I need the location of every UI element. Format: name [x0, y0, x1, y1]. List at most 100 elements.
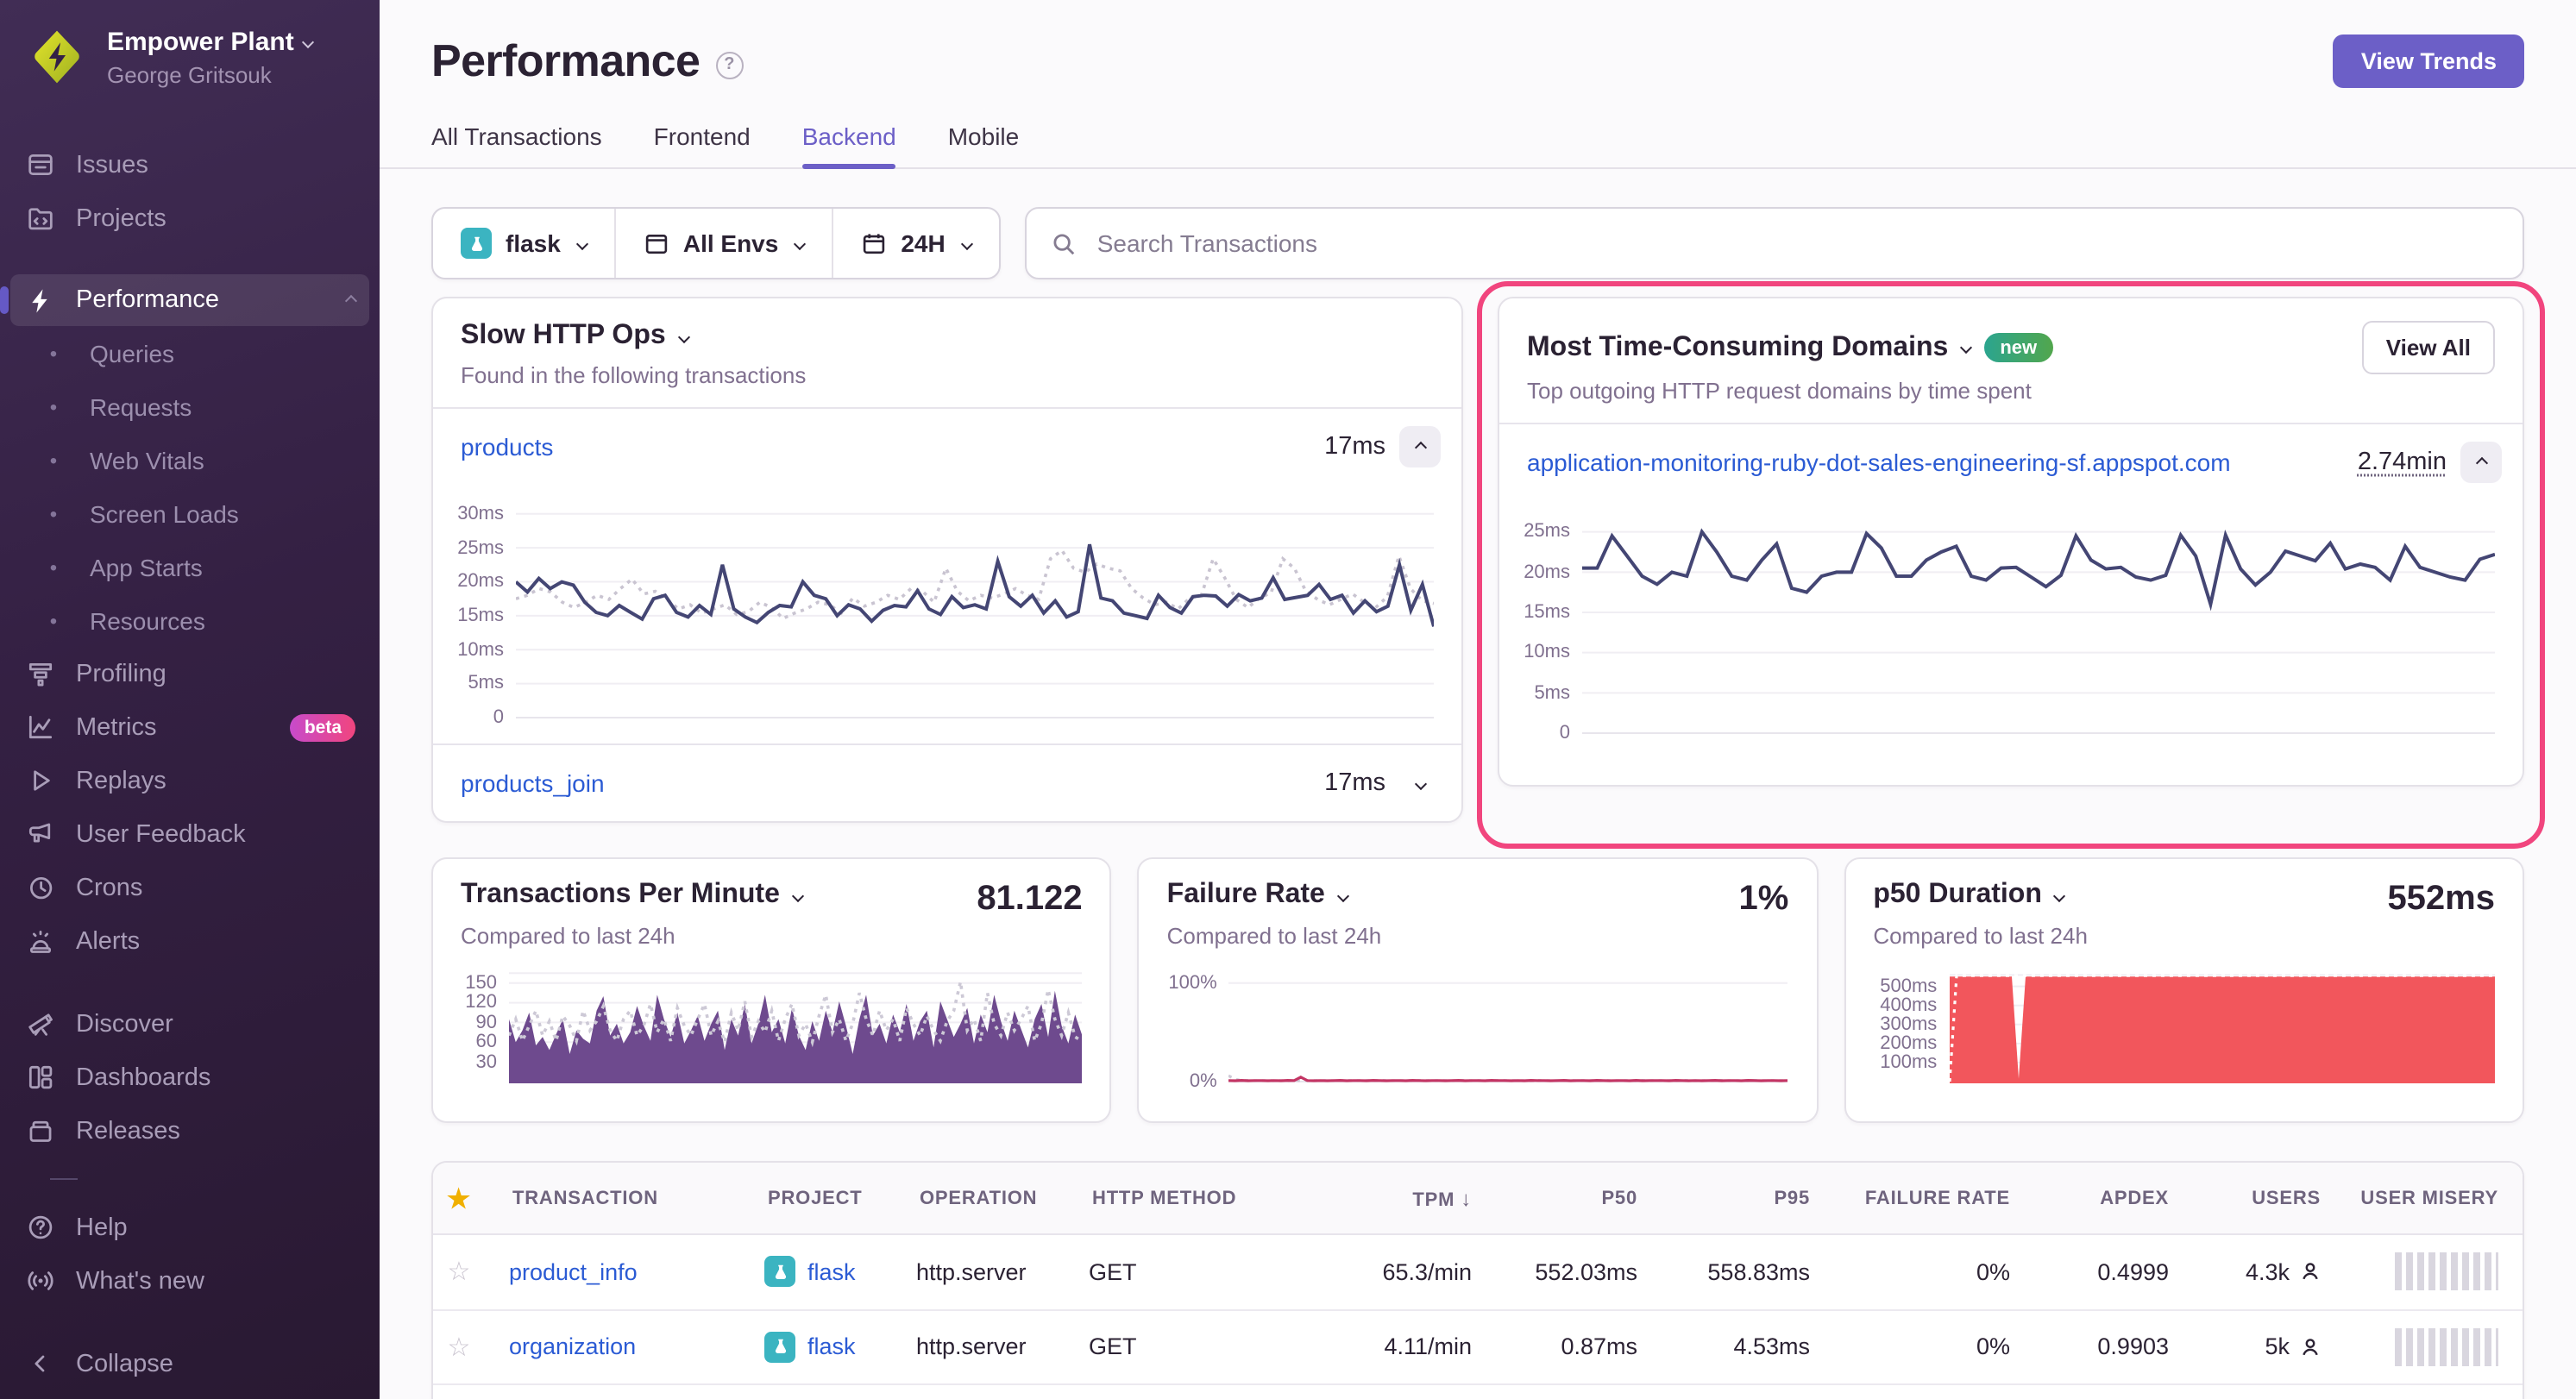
sidebar-divider — [50, 1178, 78, 1180]
collapse-section-chevron-icon — [344, 293, 358, 307]
sidebar-item-performance[interactable]: Performance — [0, 274, 369, 326]
transaction-link[interactable]: product_info — [509, 1258, 638, 1285]
domain-link[interactable]: application-monitoring-ruby-dot-sales-en… — [1527, 449, 2231, 476]
collapse-row-button[interactable] — [1399, 426, 1441, 467]
col-http-method[interactable]: HTTP METHOD — [1092, 1188, 1237, 1208]
favorites-star-icon[interactable]: ★ — [447, 1184, 471, 1214]
content-area: flask All Envs 24H — [380, 169, 2576, 1399]
products-join-link[interactable]: products_join — [461, 769, 605, 797]
sidebar-item-replays[interactable]: Replays — [0, 754, 380, 807]
page-title: Performance — [431, 35, 701, 86]
domains-title[interactable]: Most Time-Consuming Domains — [1527, 332, 1949, 361]
tab-all-transactions[interactable]: All Transactions — [431, 122, 602, 150]
tpm-value: 81.122 — [977, 880, 1083, 918]
col-users[interactable]: USERS — [2252, 1188, 2321, 1208]
slow-http-ops-title[interactable]: Slow HTTP Ops — [461, 321, 666, 350]
failure-chart-block: 100% 0% — [1157, 969, 1789, 1092]
beta-badge: beta — [290, 713, 355, 741]
col-tpm[interactable]: TPM ↓ — [1412, 1186, 1472, 1210]
environment-filter[interactable]: All Envs — [613, 209, 832, 278]
project-link[interactable]: flask — [807, 1258, 856, 1285]
page-header: Performance ? View Trends All Transactio… — [380, 0, 2576, 169]
sidebar-item-metrics[interactable]: Metrics beta — [0, 700, 380, 754]
alerts-icon — [24, 925, 55, 957]
sidebar-item-projects[interactable]: Projects — [0, 191, 380, 245]
sidebar-item-help[interactable]: Help — [0, 1201, 380, 1254]
sidebar-item-discover[interactable]: Discover — [0, 997, 380, 1051]
tpm-title[interactable]: Transactions Per Minute — [461, 880, 780, 909]
p50-cell: 552.03ms — [1535, 1258, 1637, 1285]
domains-y-axis: 25ms 20ms 15ms 10ms 5ms 0 — [1524, 521, 1570, 743]
domains-chart-block: 25ms 20ms 15ms 10ms 5ms 0 — [1499, 500, 2523, 759]
org-logo-icon — [24, 24, 90, 90]
slow-http-chart[interactable] — [516, 499, 1434, 719]
sidebar-item-issues[interactable]: Issues — [0, 138, 380, 191]
discover-icon — [24, 1008, 55, 1039]
page-help-icon[interactable]: ? — [715, 51, 744, 78]
sidebar-item-resources[interactable]: Resources — [0, 593, 380, 647]
favorite-star-icon[interactable]: ☆ — [447, 1258, 471, 1288]
tab-mobile[interactable]: Mobile — [947, 122, 1020, 150]
p50-chart[interactable] — [1949, 969, 2495, 1083]
apdex-cell: 0.9903 — [2097, 1333, 2169, 1360]
col-failure-rate[interactable]: FAILURE RATE — [1864, 1188, 2010, 1208]
col-p95[interactable]: P95 — [1774, 1188, 1810, 1208]
sidebar-item-queries[interactable]: Queries — [0, 326, 380, 380]
products-link[interactable]: products — [461, 433, 554, 461]
tab-frontend[interactable]: Frontend — [653, 122, 751, 150]
sidebar-item-collapse[interactable]: Collapse — [0, 1337, 380, 1390]
col-user-misery[interactable]: USER MISERY — [2360, 1188, 2498, 1208]
tab-backend[interactable]: Backend — [801, 122, 897, 169]
sidebar-item-alerts[interactable]: Alerts — [0, 914, 380, 968]
expand-row-button[interactable] — [1399, 762, 1441, 804]
tpm-chart[interactable] — [509, 969, 1083, 1083]
user-feedback-icon — [24, 819, 55, 850]
transaction-link[interactable]: organization — [509, 1333, 637, 1360]
tpm-subtitle: Compared to last 24h — [461, 923, 675, 949]
project-filter[interactable]: flask — [433, 209, 614, 278]
project-cell: flask — [764, 1331, 916, 1363]
help-circle-icon — [24, 1212, 55, 1243]
sidebar: Empower Plant George Gritsouk Issues Pro… — [0, 0, 380, 1399]
slow-http-ops-panel: Slow HTTP Ops Found in the following tra… — [431, 297, 1463, 823]
sidebar-item-requests[interactable]: Requests — [0, 380, 380, 433]
sidebar-item-web-vitals[interactable]: Web Vitals — [0, 433, 380, 486]
domain-time-spent[interactable]: 2.74min — [2357, 449, 2447, 476]
col-apdex[interactable]: APDEX — [2100, 1188, 2169, 1208]
table-row: ☆ organization flask http.server GET 4.1… — [433, 1310, 2523, 1385]
tab-bar: All Transactions Frontend Backend Mobile — [431, 122, 2524, 169]
p50-title[interactable]: p50 Duration — [1873, 880, 2042, 909]
tpm-y-axis: 150 120 90 60 30 — [465, 972, 497, 1073]
date-range-filter[interactable]: 24H — [832, 209, 998, 278]
col-operation[interactable]: OPERATION — [920, 1188, 1038, 1208]
view-all-button[interactable]: View All — [2361, 321, 2495, 374]
col-project[interactable]: PROJECT — [768, 1188, 863, 1208]
col-transaction[interactable]: TRANSACTION — [512, 1188, 658, 1208]
failure-rate-title[interactable]: Failure Rate — [1166, 880, 1325, 909]
collapse-row-button[interactable] — [2460, 442, 2502, 483]
failure-chart[interactable] — [1228, 969, 1789, 1083]
view-trends-button[interactable]: View Trends — [2333, 35, 2524, 88]
project-link[interactable]: flask — [807, 1333, 856, 1360]
products-join-duration: 17ms — [1324, 769, 1385, 797]
col-p50[interactable]: P50 — [1601, 1188, 1637, 1208]
sidebar-item-crons[interactable]: Crons — [0, 861, 380, 914]
divider — [433, 407, 1461, 409]
slow-http-ops-subtitle: Found in the following transactions — [461, 362, 807, 388]
favorite-star-icon[interactable]: ☆ — [447, 1333, 471, 1363]
sidebar-item-screen-loads[interactable]: Screen Loads — [0, 486, 380, 540]
sidebar-item-dashboards[interactable]: Dashboards — [0, 1051, 380, 1104]
org-switcher[interactable]: Empower Plant George Gritsouk — [0, 0, 380, 114]
sidebar-item-releases[interactable]: Releases — [0, 1104, 380, 1157]
sidebar-item-user-feedback[interactable]: User Feedback — [0, 807, 380, 861]
calendar-icon — [861, 230, 887, 256]
sidebar-item-app-starts[interactable]: App Starts — [0, 540, 380, 593]
project-cell: flask — [764, 1256, 916, 1288]
sidebar-item-whats-new[interactable]: What's new — [0, 1254, 380, 1308]
domains-chart[interactable] — [1582, 514, 2495, 735]
search-transactions-input[interactable] — [1093, 228, 2498, 259]
performance-icon — [24, 285, 55, 316]
sidebar-item-profiling[interactable]: Profiling — [0, 647, 380, 700]
releases-icon — [24, 1115, 55, 1146]
